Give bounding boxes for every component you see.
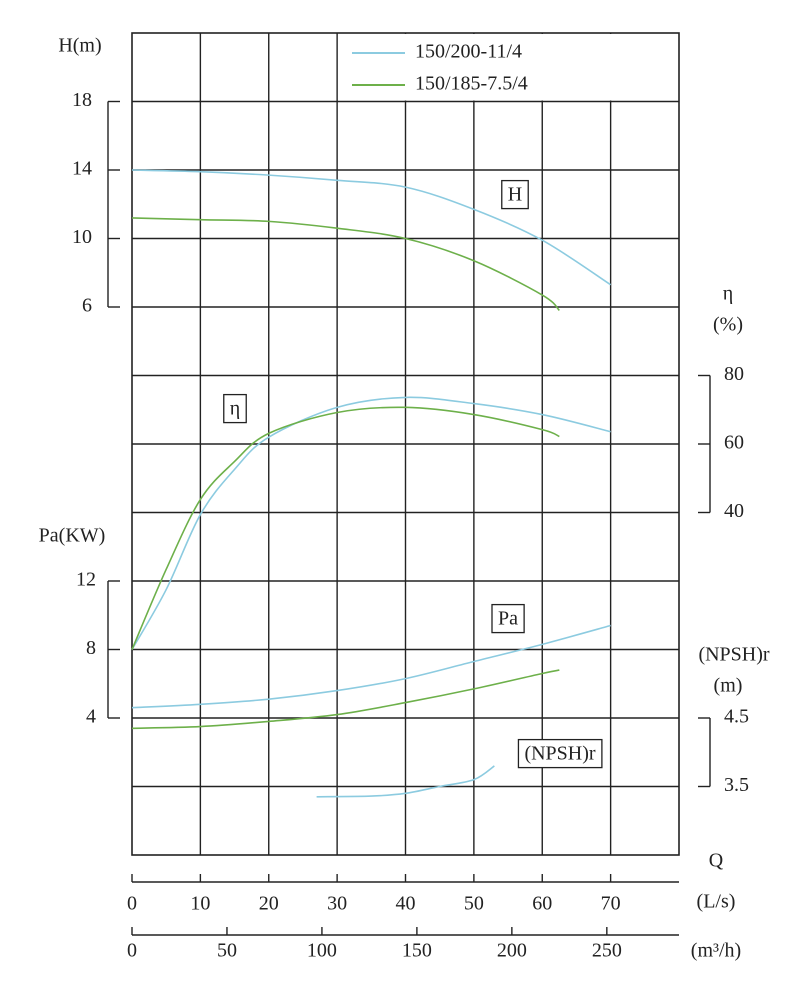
curve bbox=[131, 669, 560, 730]
axis-title: Q bbox=[709, 850, 724, 872]
y-tick-label: 80 bbox=[724, 363, 744, 385]
x-tick-label: 50 bbox=[217, 940, 237, 962]
axis-title: (m³/h) bbox=[691, 940, 741, 962]
y-tick-label: 60 bbox=[724, 432, 744, 454]
curve-label: (NPSH)r bbox=[524, 743, 595, 765]
y-tick-label: 14 bbox=[72, 158, 92, 180]
x-tick-label: 70 bbox=[601, 893, 621, 915]
curve bbox=[131, 217, 560, 312]
curve-label: η bbox=[230, 398, 240, 420]
y-tick-label: 6 bbox=[82, 295, 92, 317]
curve-label: Pa bbox=[498, 608, 518, 630]
y-tick-label: 3.5 bbox=[724, 774, 749, 796]
x-tick-label: 150 bbox=[402, 940, 432, 962]
curve bbox=[131, 406, 560, 650]
curve-label-box bbox=[517, 738, 603, 769]
x-tick-label: 0 bbox=[127, 893, 137, 915]
x-tick-label: 40 bbox=[396, 893, 416, 915]
y-tick-label: 40 bbox=[724, 500, 744, 522]
x-tick-label: 100 bbox=[307, 940, 337, 962]
x-tick-label: 10 bbox=[190, 893, 210, 915]
y-tick-label: 4 bbox=[86, 706, 96, 728]
axis-title: (m) bbox=[714, 675, 743, 697]
x-tick-label: 20 bbox=[259, 893, 279, 915]
y-tick-label: 8 bbox=[86, 637, 96, 659]
x-tick-label: 200 bbox=[497, 940, 527, 962]
x-tick-label: 0 bbox=[127, 940, 137, 962]
curve bbox=[131, 169, 612, 286]
curve bbox=[131, 396, 611, 650]
x-tick-label: 60 bbox=[532, 893, 552, 915]
curve-label: H bbox=[508, 184, 522, 206]
legend-label: 150/200-11/4 bbox=[415, 41, 522, 63]
axis-title: H(m) bbox=[58, 35, 101, 57]
curve-label-box bbox=[501, 179, 529, 210]
curve bbox=[316, 765, 495, 798]
x-tick-label: 250 bbox=[592, 940, 622, 962]
y-tick-label: 18 bbox=[72, 89, 92, 111]
axis-title: (L/s) bbox=[697, 891, 736, 913]
curve bbox=[131, 624, 611, 709]
curve-label-box bbox=[223, 393, 247, 424]
y-tick-label: 12 bbox=[76, 569, 96, 591]
axis-title: (NPSH)r bbox=[698, 644, 769, 666]
y-tick-label: 4.5 bbox=[724, 706, 749, 728]
x-tick-label: 30 bbox=[327, 893, 347, 915]
axis-title: Pa(KW) bbox=[39, 525, 106, 547]
x-tick-label: 50 bbox=[464, 893, 484, 915]
axis-title: (%) bbox=[713, 314, 743, 336]
y-tick-label: 10 bbox=[72, 226, 92, 248]
axis-title: η bbox=[723, 283, 733, 305]
legend-box bbox=[341, 34, 678, 101]
curve-label-box bbox=[491, 603, 525, 634]
legend-label: 150/185-7.5/4 bbox=[415, 73, 528, 95]
